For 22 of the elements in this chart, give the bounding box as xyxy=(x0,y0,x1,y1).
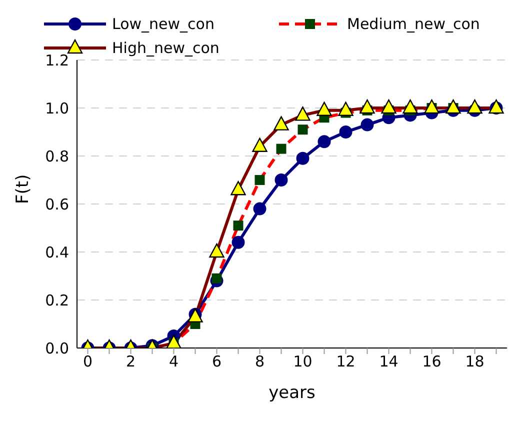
x-tick-label: 6 xyxy=(212,352,222,371)
y-tick-label: 0.0 xyxy=(45,339,69,358)
x-axis-title: years xyxy=(268,383,316,403)
x-tick-label: 14 xyxy=(379,352,398,371)
y-tick-label: 1.2 xyxy=(45,51,69,70)
x-tick-label: 18 xyxy=(465,352,484,371)
y-tick-label: 0.6 xyxy=(45,195,69,214)
x-tick-label: 10 xyxy=(293,352,312,371)
legend-label: Medium_new_con xyxy=(347,15,480,33)
y-tick-label: 0.2 xyxy=(45,291,69,310)
y-tick-label: 0.8 xyxy=(45,147,69,166)
y-tick-label: 1.0 xyxy=(45,99,69,118)
x-tick-label: 12 xyxy=(336,352,356,371)
x-tick-label: 8 xyxy=(254,352,265,371)
x-tick-label: 0 xyxy=(82,352,93,371)
y-tick-label: 0.4 xyxy=(45,243,69,262)
y-axis-title: F(t) xyxy=(13,174,34,204)
x-tick-label: 2 xyxy=(126,352,136,371)
legend-label: High_new_con xyxy=(112,39,220,57)
x-tick-label: 16 xyxy=(422,352,442,371)
x-tick-label: 4 xyxy=(168,352,179,371)
legend-label: Low_new_con xyxy=(112,15,214,33)
